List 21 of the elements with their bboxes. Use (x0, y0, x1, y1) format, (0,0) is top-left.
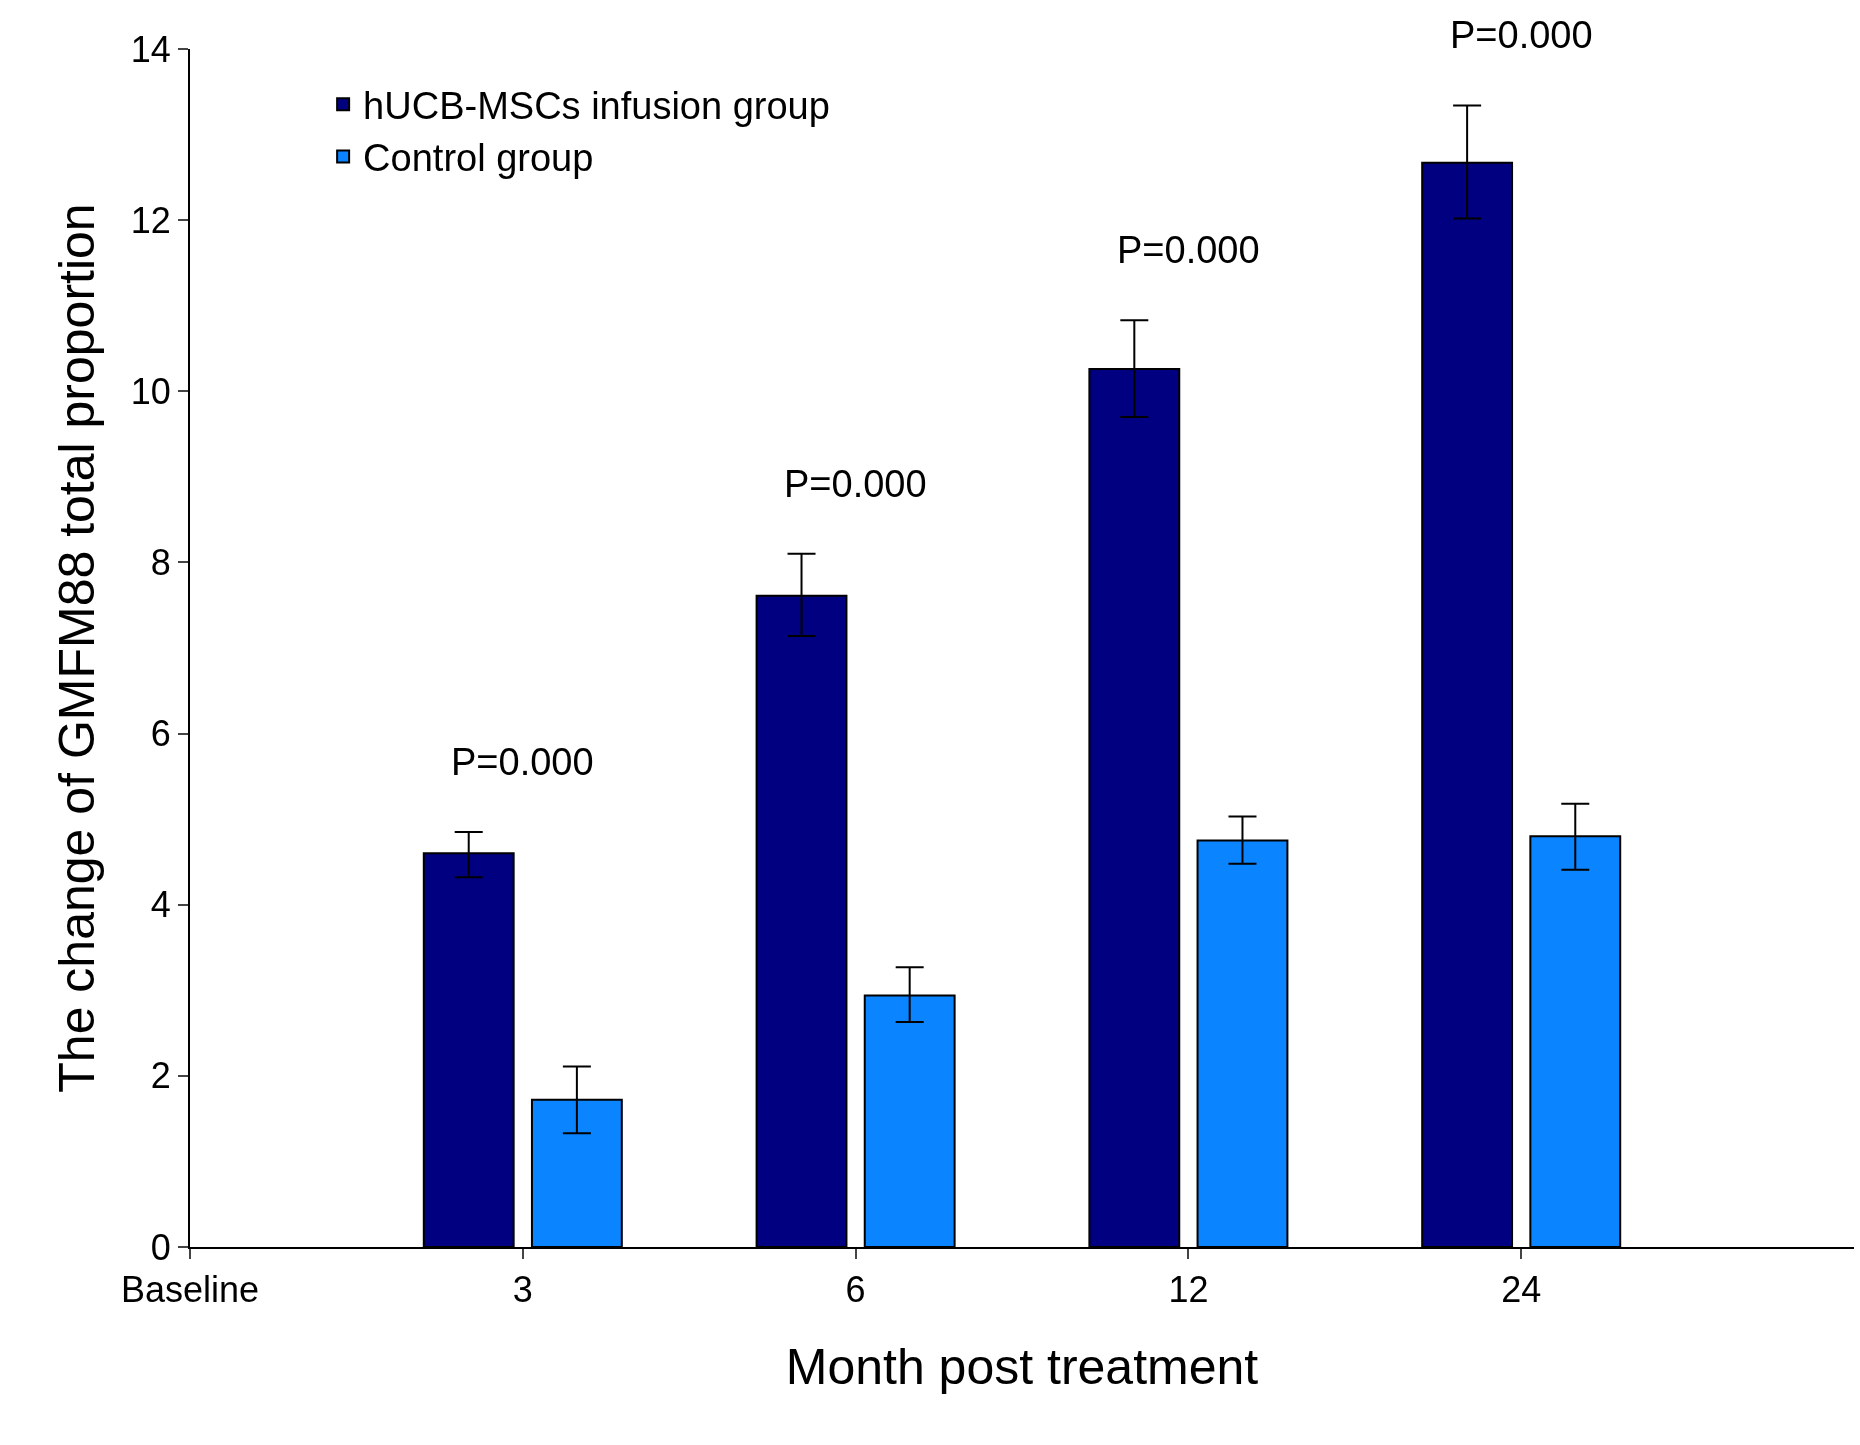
x-tick-label: 12 (1168, 1269, 1209, 1311)
x-tick-label: 3 (512, 1269, 533, 1311)
legend-label: Control group (363, 137, 594, 180)
y-tick-label: 12 (130, 199, 171, 241)
annotation: P=0.000 (1117, 229, 1260, 271)
y-tick-label: 10 (130, 370, 171, 412)
y-axis-title: The change of GMFM88 total proportion (49, 203, 106, 1093)
x-tick-label: 24 (1501, 1269, 1542, 1311)
x-axis-title: Month post treatment (785, 1339, 1259, 1396)
y-tick-label: 14 (130, 28, 171, 70)
y-tick-label: 8 (150, 542, 171, 584)
annotation: P=0.000 (1450, 14, 1593, 56)
annotation: P=0.000 (784, 463, 927, 505)
y-tick-label: 0 (150, 1226, 171, 1268)
y-tick-label: 2 (150, 1055, 171, 1097)
x-tick-label: Baseline (120, 1269, 260, 1311)
x-tick-label: 6 (845, 1269, 866, 1311)
y-tick-label: 4 (150, 884, 171, 926)
legend-label: hUCB-MSCs infusion group (363, 84, 830, 127)
annotation: P=0.000 (451, 741, 594, 783)
y-tick-label: 6 (150, 713, 171, 755)
